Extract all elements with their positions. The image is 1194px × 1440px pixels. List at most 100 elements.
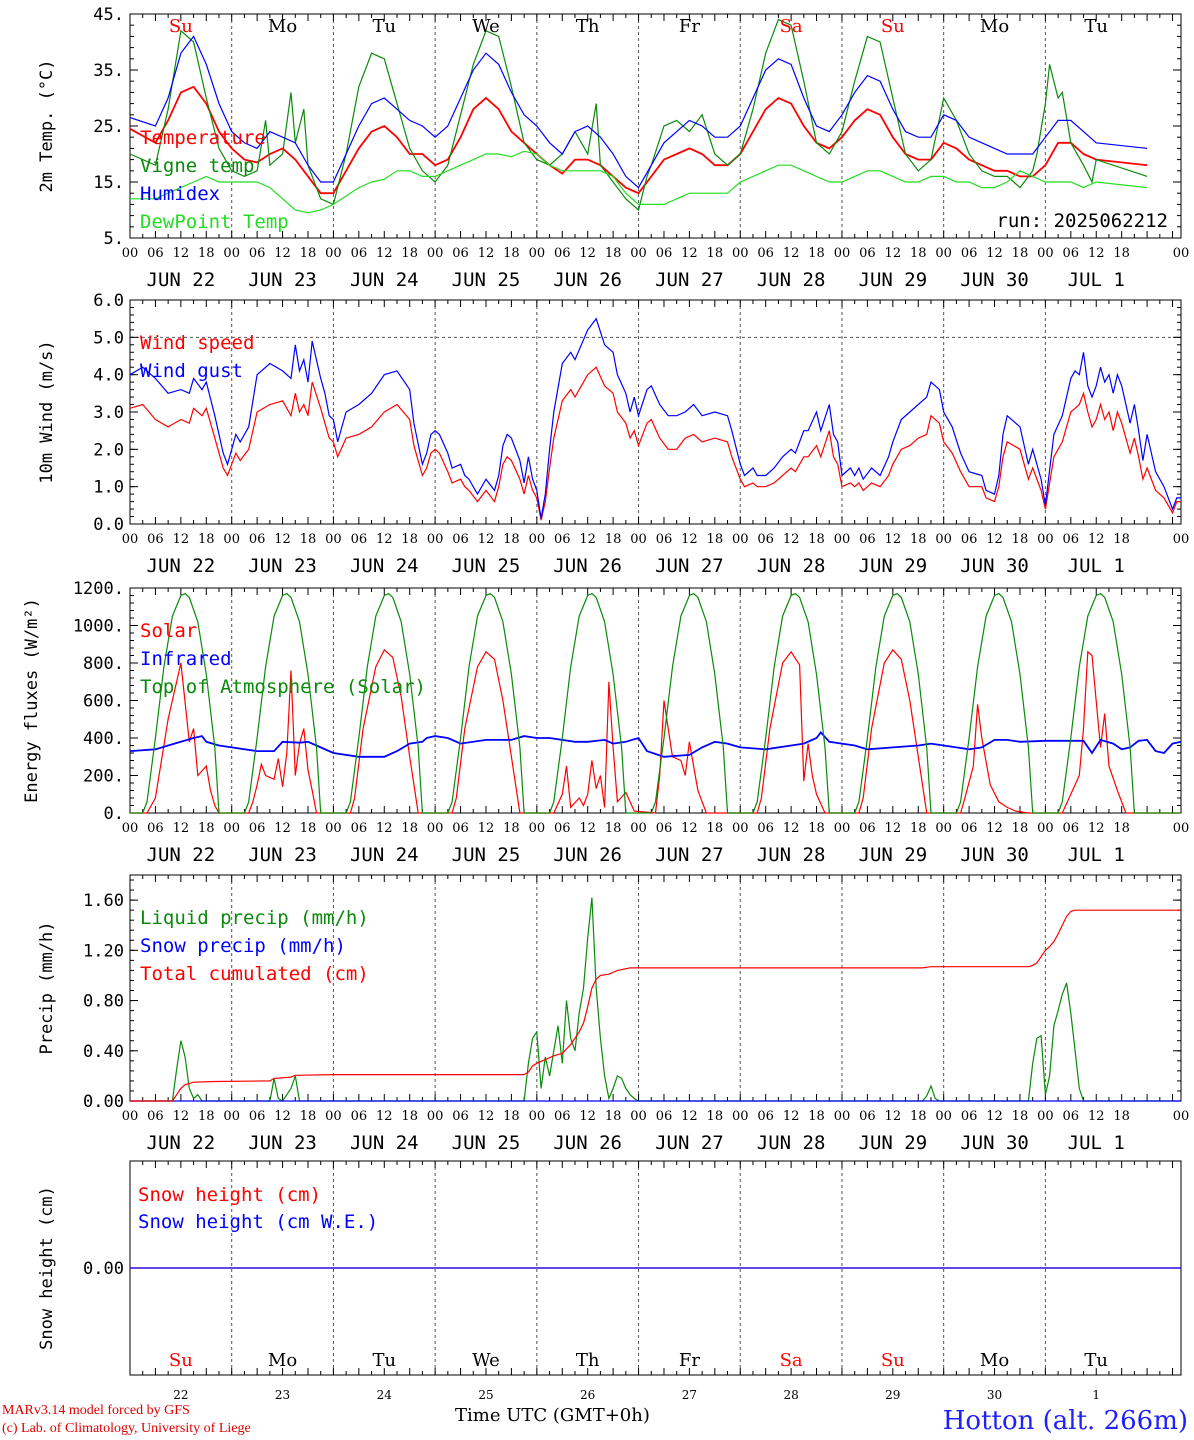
y-tick-label: 1000.	[73, 617, 124, 637]
date-label: JUN 26	[553, 844, 622, 866]
series-line-wind-gust	[129, 317, 1181, 519]
y-tick-label: 800.	[83, 654, 124, 674]
hour-tick-label: 06	[961, 246, 978, 261]
hour-tick-label: 00	[223, 821, 240, 836]
hour-tick-label: 18	[910, 1109, 927, 1124]
y-axis-label: 10m Wind (m/s)	[37, 340, 57, 483]
hour-tick-label: 00	[325, 821, 342, 836]
hour-tick-label: 06	[656, 246, 673, 261]
hour-tick-label: 06	[249, 246, 266, 261]
day-number-label: 1	[1092, 1388, 1100, 1402]
y-axis-label: Snow height (cm)	[37, 1186, 57, 1350]
hour-tick-label: 00	[427, 821, 444, 836]
run-label: run: 2025062212	[996, 210, 1168, 232]
date-label: JUN 23	[248, 844, 317, 866]
hour-tick-label: 12	[986, 821, 1003, 836]
hour-tick-label: 00	[935, 246, 952, 261]
legend-entry: Snow height (cm)	[138, 1184, 321, 1206]
hour-tick-label: 00	[834, 246, 851, 261]
y-tick-label: 1.20	[83, 941, 124, 961]
y-tick-label: 35.	[93, 61, 124, 81]
hour-tick-label: 00	[630, 246, 647, 261]
hour-tick-label: 06	[656, 1109, 673, 1124]
hour-tick-label: 06	[351, 246, 368, 261]
hour-tick-label: 06	[961, 1109, 978, 1124]
date-label: JUN 24	[350, 555, 419, 577]
series-line-wind-speed	[129, 366, 1181, 521]
hour-tick-label: 12	[681, 821, 698, 836]
hour-tick-label: 18	[1113, 246, 1130, 261]
hour-tick-label: 06	[656, 532, 673, 547]
legend-entry: Wind gust	[140, 360, 243, 382]
date-label: JUN 25	[452, 269, 521, 291]
date-label: JUN 24	[350, 1132, 419, 1154]
hour-tick-label: 06	[554, 821, 571, 836]
hour-tick-label: 18	[503, 1109, 520, 1124]
hour-tick-label: 18	[198, 532, 215, 547]
hour-tick-label: 12	[681, 1109, 698, 1124]
hour-tick-label: 18	[300, 1109, 317, 1124]
hour-tick-label: 00	[935, 532, 952, 547]
hour-tick-label: 12	[173, 821, 190, 836]
hour-tick-label: 12	[1088, 1109, 1105, 1124]
date-label: JUN 22	[147, 269, 216, 291]
y-tick-label: 2.0	[93, 440, 124, 460]
y-tick-label: 6.0	[93, 291, 124, 311]
hour-tick-label: 18	[401, 1109, 418, 1124]
legend-entry: Wind speed	[140, 332, 254, 354]
date-label: JUN 28	[757, 844, 826, 866]
hour-tick-label: 12	[1088, 246, 1105, 261]
hour-tick-label: 18	[198, 821, 215, 836]
hour-tick-label: 06	[859, 1109, 876, 1124]
weekday-label: Su	[881, 16, 905, 37]
weekday-label: Fr	[679, 1350, 700, 1371]
hour-tick-label: 18	[1012, 532, 1029, 547]
hour-tick-label: 12	[376, 1109, 393, 1124]
hour-tick-label: 06	[249, 532, 266, 547]
panel-3: 0. 200. 400. 600. 800. 1000. 1200. Energy fluxe…	[22, 579, 1189, 866]
legend-entry: DewPoint Temp	[140, 211, 289, 233]
time-axis-label: Time UTC (GMT+0h)	[455, 1405, 650, 1426]
weekday-label: Su	[881, 1350, 905, 1371]
station-name: Hotton (alt. 266m)	[942, 1406, 1188, 1436]
date-label: JUN 27	[655, 555, 724, 577]
hour-tick-label: 06	[1063, 532, 1080, 547]
hour-tick-label: 12	[478, 246, 495, 261]
hour-tick-label: 06	[757, 821, 774, 836]
hour-tick-label: 12	[274, 821, 291, 836]
hour-tick-label: 18	[808, 821, 825, 836]
hour-tick-label: 00	[1037, 246, 1054, 261]
hour-tick-label: 12	[986, 532, 1003, 547]
hour-tick-label: 12	[478, 821, 495, 836]
hour-tick-label: 18	[198, 1109, 215, 1124]
legend-entry: Vigne temp	[140, 155, 254, 177]
hour-tick-label: 06	[1063, 1109, 1080, 1124]
date-label: JUN 29	[859, 269, 928, 291]
series-line-infrared	[129, 730, 1182, 758]
hour-tick-label: 12	[274, 532, 291, 547]
hour-tick-label: 18	[1113, 821, 1130, 836]
hour-tick-label: 12	[885, 532, 902, 547]
hour-tick-label: 12	[681, 532, 698, 547]
date-label: JUN 30	[960, 1132, 1029, 1154]
series-line-top-of-atmosphere-solar-	[130, 592, 1181, 814]
hour-tick-label: 00	[122, 532, 139, 547]
y-tick-label: 25.	[93, 117, 124, 137]
y-tick-label: 0.00	[83, 1092, 124, 1112]
date-label: JUN 24	[350, 844, 419, 866]
series-line-liquid-precip-mm-h-	[130, 897, 1181, 1102]
date-label: JUN 28	[757, 1132, 826, 1154]
hour-tick-label: 06	[757, 532, 774, 547]
hour-tick-label: 06	[147, 821, 164, 836]
date-label: JUN 30	[960, 269, 1029, 291]
hour-tick-label: 00	[1173, 246, 1190, 261]
y-tick-label: 1200.	[73, 579, 124, 599]
hour-tick-label: 06	[757, 1109, 774, 1124]
hour-tick-label: 18	[503, 532, 520, 547]
hour-tick-label: 00	[529, 532, 546, 547]
date-label: JUN 28	[757, 555, 826, 577]
hour-tick-label: 12	[579, 1109, 596, 1124]
y-tick-label: 5.0	[93, 328, 124, 348]
hour-tick-label: 06	[452, 246, 469, 261]
hour-tick-label: 00	[630, 1109, 647, 1124]
